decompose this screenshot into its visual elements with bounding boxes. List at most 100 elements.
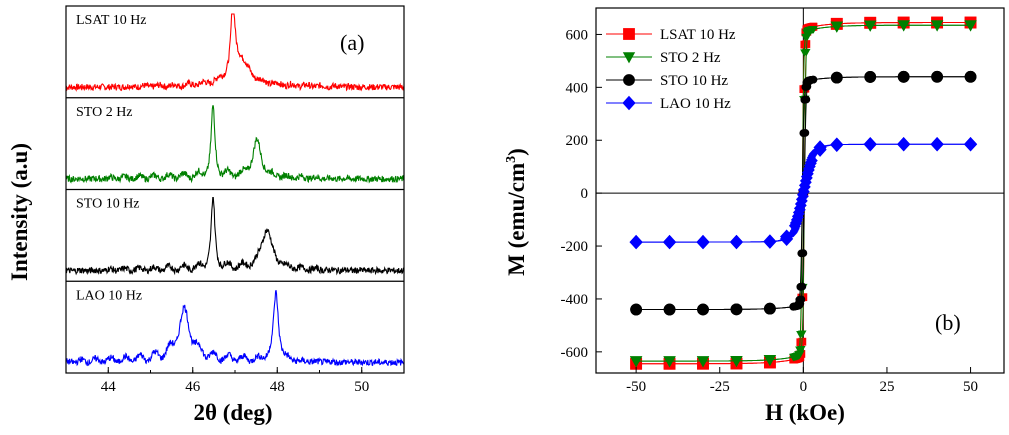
mh-y-axis-title-main: M (emu/cm	[504, 163, 529, 276]
mh-series	[629, 16, 978, 370]
mh-y-tick-label: 400	[566, 80, 589, 96]
mh-data-point	[830, 21, 843, 33]
mh-legend-item: STO 10 Hz	[606, 73, 728, 89]
xrd-trace	[65, 196, 405, 276]
mh-data-point	[799, 191, 809, 202]
xrd-trace	[65, 13, 405, 92]
mh-data-point	[802, 48, 811, 57]
mh-y-ticks: -600 -400 -200 0 200 400 600	[561, 27, 602, 361]
mh-data-point	[797, 345, 806, 354]
xrd-x-tick-label: 48	[270, 379, 285, 395]
mh-data-point	[663, 303, 676, 316]
mh-data-point	[930, 137, 944, 152]
mh-data-point	[830, 71, 843, 84]
mh-data-point	[809, 75, 818, 84]
xrd-x-tick-label: 50	[354, 379, 369, 395]
mh-data-point	[799, 249, 808, 258]
xrd-x-axis-title: 2θ (deg)	[193, 400, 272, 425]
mh-y-tick-label: 0	[581, 186, 589, 202]
xrd-frame	[65, 5, 405, 374]
xrd-x-ticks: 44 46 48 50	[65, 367, 405, 395]
mh-data-point	[663, 356, 676, 368]
mh-data-point	[629, 356, 643, 368]
mh-x-tick-label: 50	[963, 379, 978, 395]
mh-data-point	[801, 129, 810, 137]
mh-legend-label: STO 10 Hz	[660, 73, 728, 89]
mh-data-point	[897, 70, 910, 83]
mh-data-point	[964, 70, 977, 83]
xrd-trace-labels: LSAT 10 Hz STO 2 Hz STO 10 Hz LAO 10 Hz	[76, 13, 147, 303]
mh-data-point	[802, 95, 811, 104]
mh-y-tick-label: 200	[566, 133, 589, 149]
mh-data-point	[662, 234, 677, 250]
mh-data-point	[963, 137, 978, 152]
xrd-trace-label: LSAT 10 Hz	[76, 13, 147, 28]
mh-data-point	[697, 303, 709, 316]
mh-x-tick-label: -25	[710, 379, 730, 395]
mh-data-point	[622, 95, 636, 111]
mh-legend: LSAT 10 Hz STO 2 Hz STO 10 Hz LAO 10 Hz	[606, 27, 736, 112]
mh-data-point	[629, 234, 643, 250]
mh-x-ticks: -50 -25 0 25 50	[626, 367, 978, 395]
mh-data-point	[696, 234, 710, 250]
mh-plot-border	[595, 7, 1005, 374]
mh-data-point	[808, 155, 818, 166]
mh-data-point	[864, 71, 877, 83]
xrd-trace	[65, 105, 405, 184]
mh-data-point	[763, 355, 777, 367]
mh-data-point	[809, 26, 818, 34]
mh-data-point	[964, 20, 977, 32]
mh-y-axis-title-sup: 3	[504, 156, 519, 163]
mh-y-tick-label: 600	[566, 27, 589, 43]
mh-data-point	[864, 20, 877, 32]
mh-y-axis-title: M (emu/cm3)	[504, 148, 529, 276]
mh-y-tick-label: -400	[561, 292, 589, 308]
mh-data-point	[863, 137, 877, 152]
mh-data-point	[763, 234, 777, 249]
mh-data-point	[798, 282, 807, 291]
mh-data-point	[780, 231, 794, 247]
mh-data-point	[931, 70, 944, 83]
mh-data-point	[730, 303, 743, 316]
mh-legend-label: LSAT 10 Hz	[660, 27, 736, 43]
mh-series-group	[629, 137, 978, 250]
xrd-traces	[65, 13, 405, 367]
mh-data-point	[897, 20, 910, 32]
mh-frame	[595, 7, 1005, 374]
xrd-trace	[65, 289, 405, 367]
mh-data-point	[798, 196, 808, 206]
mh-data-point	[623, 74, 635, 86]
mh-data-point	[729, 234, 744, 250]
mh-legend-item: STO 2 Hz	[606, 50, 721, 66]
mh-data-point	[630, 303, 643, 316]
mh-panel-label: (b)	[935, 310, 961, 335]
xrd-trace-label: LAO 10 Hz	[76, 288, 142, 303]
xrd-panel: 44 46 48 50 LSAT 10 Hz STO 2 Hz STO 10 Hz LAO …	[7, 5, 405, 425]
mh-data-point	[730, 356, 743, 368]
mh-data-point	[897, 137, 911, 152]
mh-series-group	[630, 70, 977, 316]
mh-x-tick-label: -50	[626, 379, 646, 395]
mh-x-tick-label: 0	[800, 379, 808, 395]
xrd-y-axis-title: Intensity (a.u)	[7, 143, 32, 281]
mh-y-tick-label: -200	[561, 239, 589, 255]
mh-panel: -50 -25 0 25 50 -600 -400 -200 0 200 400 600 LSAT …	[504, 7, 1005, 425]
mh-data-point	[798, 330, 807, 339]
mh-data-point	[930, 20, 944, 32]
mh-y-axis-title-close: )	[504, 148, 529, 156]
mh-data-point	[813, 142, 827, 157]
mh-y-tick-label: -600	[561, 345, 589, 361]
mh-data-point	[797, 295, 806, 304]
mh-data-point	[830, 137, 844, 152]
mh-legend-label: LAO 10 Hz	[660, 96, 731, 112]
xrd-panel-label: (a)	[340, 30, 364, 55]
mh-data-point	[696, 356, 710, 368]
mh-legend-label: STO 2 Hz	[660, 50, 721, 66]
mh-legend-item: LSAT 10 Hz	[606, 27, 736, 43]
xrd-trace-label: STO 2 Hz	[76, 105, 133, 120]
mh-legend-item: LAO 10 Hz	[606, 95, 731, 112]
mh-data-point	[623, 28, 635, 40]
mh-x-axis-title: H (kOe)	[765, 400, 845, 425]
mh-x-tick-label: 25	[879, 379, 894, 395]
